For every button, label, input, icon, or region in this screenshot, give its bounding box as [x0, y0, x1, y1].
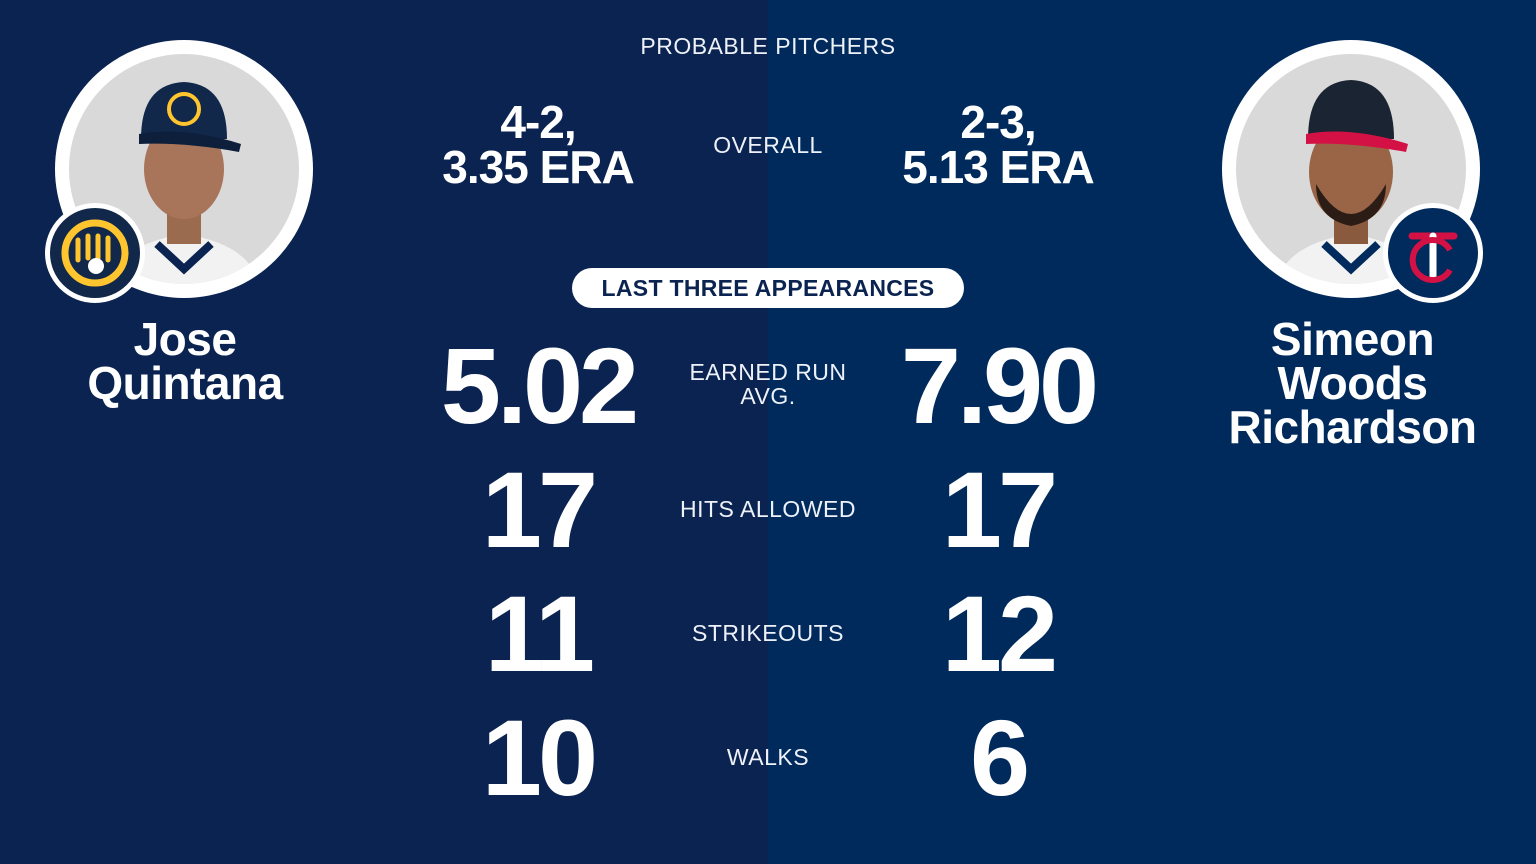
right-overall-record: 2-3,	[960, 96, 1036, 148]
left-pitcher-first-name: Jose	[133, 313, 237, 365]
left-pitcher-last-name: Quintana	[87, 357, 283, 409]
section-label-pill: LAST THREE APPEARANCES	[572, 268, 964, 308]
twins-logo-icon	[1383, 203, 1483, 303]
left-overall-record: 4-2,	[500, 96, 576, 148]
left-overall-stat: 4-2, 3.35 ERA	[388, 96, 688, 193]
strikeouts-label: STRIKEOUTS	[692, 620, 844, 646]
right-pitcher-first-name: Simeon	[1270, 313, 1435, 365]
left-hits-value: 17	[481, 449, 598, 570]
brewers-logo-icon	[45, 203, 145, 303]
right-era-value: 7.90	[900, 325, 1099, 446]
right-walks-value: 6	[969, 697, 1030, 818]
right-pitcher-name: Simeon Woods Richardson	[1200, 313, 1505, 453]
right-overall-stat: 2-3, 5.13 ERA	[848, 96, 1148, 193]
right-overall-era: 5.13 ERA	[902, 141, 1094, 193]
left-walks-value: 10	[481, 697, 598, 818]
right-hits-value: 17	[941, 449, 1058, 570]
era-label-line2: AVG.	[740, 383, 796, 409]
right-pitcher-last-name: Richardson	[1228, 401, 1477, 453]
right-strikeouts-value: 12	[941, 573, 1058, 694]
right-pitcher-middle-name: Woods	[1277, 357, 1428, 409]
page-title: PROBABLE PITCHERS	[640, 33, 896, 59]
left-strikeouts-value: 11	[484, 573, 595, 694]
overall-label: OVERALL	[713, 132, 823, 158]
left-era-value: 5.02	[440, 325, 639, 446]
player-silhouette-icon	[1276, 80, 1426, 284]
hits-allowed-label: HITS ALLOWED	[680, 496, 856, 522]
walks-label: WALKS	[726, 744, 810, 770]
era-label: EARNED RUN AVG.	[618, 360, 918, 408]
era-label-line1: EARNED RUN	[689, 359, 847, 385]
left-pitcher-name: Jose Quintana	[40, 313, 330, 409]
left-overall-era: 3.35 ERA	[442, 141, 634, 193]
player-silhouette-icon	[109, 82, 259, 284]
